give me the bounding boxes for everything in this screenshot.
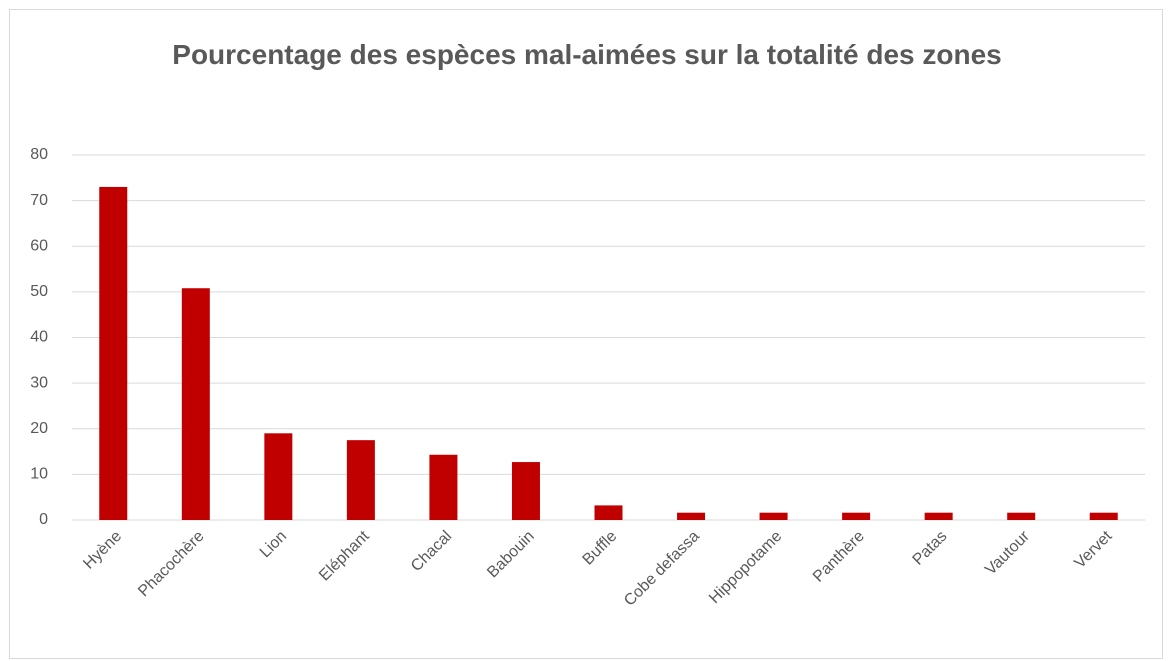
x-tick-label: Cobe defassa	[621, 528, 703, 610]
bar	[429, 454, 458, 520]
bar	[346, 440, 375, 520]
x-tick-label: Babouin	[484, 528, 538, 582]
y-tick-label: 50	[30, 283, 48, 300]
bar	[1089, 512, 1118, 520]
x-tick-label: Hippopotame	[706, 528, 785, 607]
x-tick-label: Patas	[910, 528, 951, 569]
bar	[99, 186, 128, 520]
x-tick-label: Buffle	[580, 528, 621, 569]
bar	[264, 433, 293, 520]
x-tick-label: Lion	[257, 528, 290, 561]
bar	[842, 512, 871, 520]
x-tick-label: Vautour	[982, 527, 1033, 578]
bar	[677, 512, 706, 520]
y-tick-label: 10	[30, 466, 48, 483]
bar	[181, 288, 210, 520]
x-tick-label: Chacal	[408, 528, 455, 575]
bar	[511, 462, 540, 520]
x-tick-label: Panthère	[810, 528, 868, 586]
x-tick-label: Hyène	[80, 528, 125, 573]
bar	[759, 512, 788, 520]
x-tick-label: Phacochère	[135, 528, 207, 600]
x-tick-label: Vervet	[1071, 527, 1115, 571]
chart-title: Pourcentage des espèces mal-aimées sur l…	[172, 39, 1002, 70]
y-tick-label: 60	[30, 237, 48, 254]
bar	[924, 512, 953, 520]
bar	[594, 505, 623, 520]
y-tick-label: 80	[30, 146, 48, 163]
y-tick-label: 20	[30, 420, 48, 437]
bar	[1007, 512, 1036, 520]
y-tick-label: 30	[30, 374, 48, 391]
y-tick-label: 70	[30, 192, 48, 209]
y-tick-label: 0	[39, 511, 48, 528]
x-tick-label: Eléphant	[316, 527, 373, 584]
y-tick-label: 40	[30, 329, 48, 346]
chart-frame	[9, 9, 1163, 659]
